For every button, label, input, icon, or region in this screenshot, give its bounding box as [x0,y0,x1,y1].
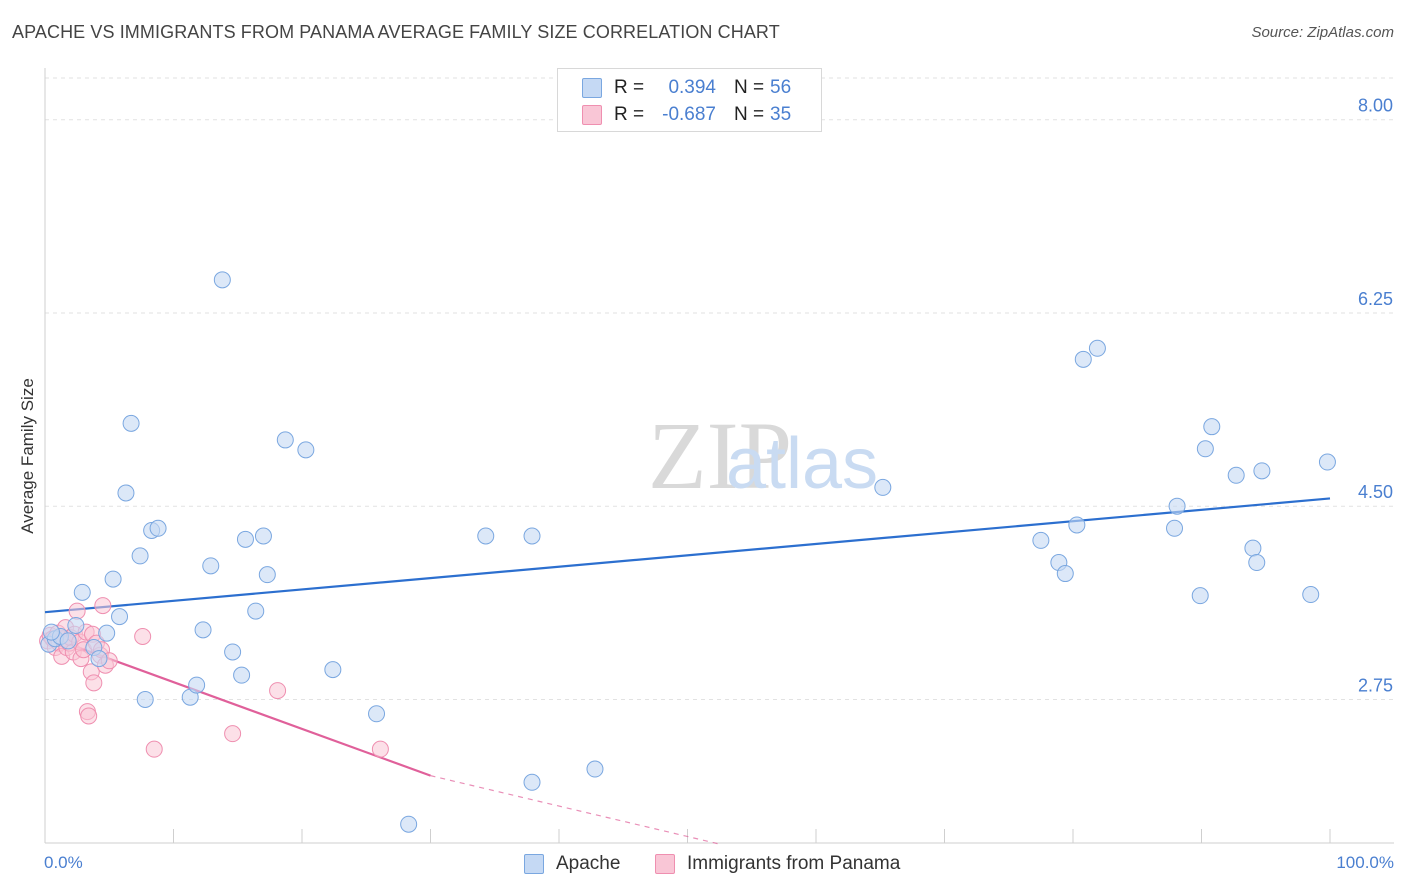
apache-point [131,547,149,565]
apache-point [523,527,541,545]
panama-point [80,707,98,725]
apache-point [1248,554,1266,572]
apache-points [40,271,1336,833]
legend-r-value: 0.394 [668,77,716,98]
legend-row-panama: R = -0.687 N = 35 [558,101,821,127]
apache-point [1318,453,1336,471]
apache-point [586,760,604,778]
source-credit: Source: ZipAtlas.com [1251,24,1394,41]
apache-trendline [44,497,1331,614]
panama-point [94,597,112,615]
apache-point [67,616,85,634]
y-tick-label: 4.50 [1358,482,1393,502]
apache-point [1253,462,1271,480]
apache-point [1166,519,1184,537]
x-tick-max: 100.0% [1336,853,1394,872]
apache-point [1056,565,1074,583]
panama-point [269,682,287,700]
panama-point [68,602,86,620]
watermark-atlas: atlas [726,424,878,504]
apache-point [1244,539,1262,557]
apache-swatch [524,854,544,874]
apache-point [400,815,418,833]
apache-point [188,676,206,694]
legend-n-label: N = [734,104,765,125]
panama-point [371,740,389,758]
apache-swatch [582,78,602,98]
apache-point [1302,586,1320,604]
chart-title: APACHE VS IMMIGRANTS FROM PANAMA AVERAGE… [12,22,780,42]
y-tick-label: 8.00 [1358,96,1393,116]
apache-point [194,621,212,639]
legend-n-label: N = [734,77,765,98]
apache-point [1196,440,1214,458]
panama-point [134,627,152,645]
apache-point [368,705,386,723]
panama-swatch [655,854,675,874]
apache-point [1074,350,1092,368]
apache-point [1203,418,1221,436]
apache-point [149,519,167,537]
apache-point [247,602,265,620]
panama-point [145,740,163,758]
panama-swatch [582,105,602,125]
legend-label-panama: Immigrants from Panama [687,853,901,874]
axes [44,68,1394,844]
apache-point [136,690,154,708]
apache-point [122,414,140,432]
panama-point [85,674,103,692]
panama-point [224,725,242,743]
apache-point [104,570,122,588]
legend-row-apache: R = 0.394 N = 56 [558,74,821,100]
legend-r-label: R = [614,104,645,125]
correlation-legend: R = 0.394 N = 56 R = -0.687 N = 35 [557,68,822,132]
y-tick-labels: 2.75 4.50 6.25 8.00 [1358,96,1393,696]
apache-point [477,527,495,545]
apache-point [233,666,251,684]
legend-label-apache: Apache [556,853,621,874]
watermark-zip: ZIP [648,402,792,509]
apache-point [202,557,220,575]
gridlines [45,77,1394,700]
x-tick-min: 0.0% [44,853,83,872]
apache-point [224,643,242,661]
apache-point [523,773,541,791]
apache-point [874,478,892,496]
apache-point [90,650,108,668]
apache-point [1068,516,1086,534]
apache-point [111,608,129,626]
apache-point [117,484,135,502]
apache-point [297,441,315,459]
apache-point [1032,531,1050,549]
legend-n-value: 35 [770,104,792,125]
apache-point [324,661,342,679]
y-tick-label: 2.75 [1358,675,1393,695]
legend-n-value: 56 [770,77,792,98]
apache-point [98,624,116,642]
apache-point [236,530,254,548]
apache-point [276,431,294,449]
y-tick-label: 6.25 [1358,289,1393,309]
apache-point [59,632,77,650]
legend-r-label: R = [614,77,645,98]
apache-point [1168,497,1186,515]
apache-point [73,583,91,601]
series-legend: Apache Immigrants from Panama [0,852,1406,878]
apache-point [258,566,276,584]
legend-r-value: -0.687 [662,104,716,125]
apache-point [1088,339,1106,357]
apache-point [42,623,60,641]
apache-point [1227,466,1245,484]
apache-point [254,527,272,545]
apache-point [1191,587,1209,605]
panama-trendline-extension [430,775,720,845]
apache-point [213,271,231,289]
